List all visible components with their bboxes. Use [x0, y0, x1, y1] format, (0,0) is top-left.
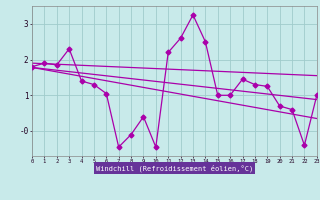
X-axis label: Windchill (Refroidissement éolien,°C): Windchill (Refroidissement éolien,°C)	[96, 164, 253, 172]
